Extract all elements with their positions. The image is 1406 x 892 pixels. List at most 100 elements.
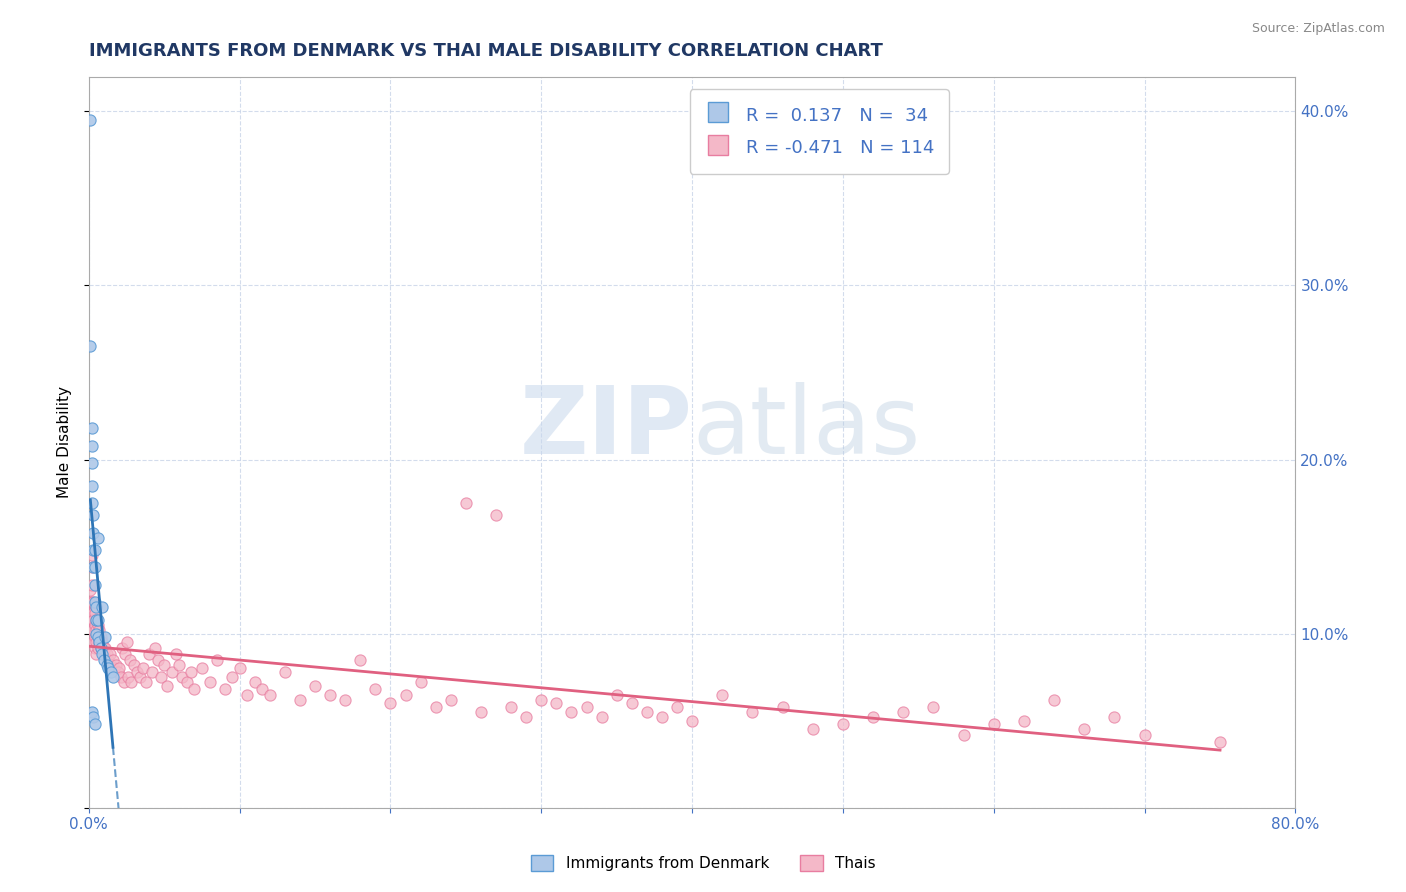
Point [138,648,160,662]
Point [122,657,145,672]
Point [394,688,416,702]
Point [93,653,115,667]
Point [228,661,250,675]
Point [530,692,553,706]
Point [111,640,134,655]
Point [82,613,104,627]
Point [80,613,103,627]
Point [91,635,114,649]
Point [86,635,108,649]
Point [515,710,537,724]
Point [180,665,202,679]
Point [89,623,111,637]
Point [94,630,117,644]
Point [1133,728,1156,742]
Point [160,665,183,679]
Point [83,630,105,644]
Point [83,595,105,609]
Point [91,600,114,615]
Point [87,630,110,644]
Point [141,665,163,679]
Point [440,692,463,706]
Point [79,113,101,128]
Point [891,705,914,719]
Point [91,648,114,662]
Point [114,648,136,662]
Point [150,670,173,684]
Point [772,699,794,714]
Point [82,525,104,540]
Point [86,623,108,637]
Point [80,549,103,563]
Point [80,456,103,470]
Point [83,618,105,632]
Point [132,661,155,675]
Point [112,675,135,690]
Point [501,699,523,714]
Point [364,682,387,697]
Point [82,606,104,620]
Point [243,675,266,690]
Point [79,339,101,353]
Point [87,640,110,655]
Point [560,705,582,719]
Point [86,626,108,640]
Point [83,717,105,731]
Text: ZIP: ZIP [519,382,692,474]
Point [711,688,734,702]
Point [620,696,643,710]
Point [80,496,103,510]
Point [409,675,432,690]
Text: Source: ZipAtlas.com: Source: ZipAtlas.com [1251,22,1385,36]
Point [205,653,228,667]
Point [380,696,402,710]
Point [198,675,221,690]
Point [172,670,194,684]
Point [221,670,243,684]
Point [96,657,118,672]
Point [82,635,104,649]
Point [832,717,855,731]
Point [79,583,101,598]
Point [110,670,132,684]
Point [103,661,125,675]
Point [425,699,447,714]
Point [801,723,824,737]
Point [319,688,342,702]
Point [83,543,105,558]
Point [97,653,120,667]
Point [156,679,179,693]
Point [1104,710,1126,724]
Legend: Immigrants from Denmark, Thais: Immigrants from Denmark, Thais [524,849,882,877]
Point [148,653,170,667]
Point [115,635,138,649]
Point [236,688,259,702]
Point [89,635,111,649]
Point [118,653,141,667]
Point [135,675,157,690]
Point [117,670,139,684]
Point [983,717,1005,731]
Point [86,613,108,627]
Point [252,682,274,697]
Point [101,653,124,667]
Point [169,657,191,672]
Point [86,613,108,627]
Point [120,675,142,690]
Point [575,699,598,714]
Point [153,657,176,672]
Point [80,421,103,435]
Point [87,613,110,627]
Point [108,661,131,675]
Point [100,657,122,672]
Point [87,618,110,632]
Point [176,675,198,690]
Point [591,710,613,724]
Point [83,640,105,655]
Point [1209,734,1232,748]
Point [454,496,477,510]
Point [82,560,104,574]
Point [79,613,101,627]
Point [100,665,122,679]
Point [82,508,104,523]
